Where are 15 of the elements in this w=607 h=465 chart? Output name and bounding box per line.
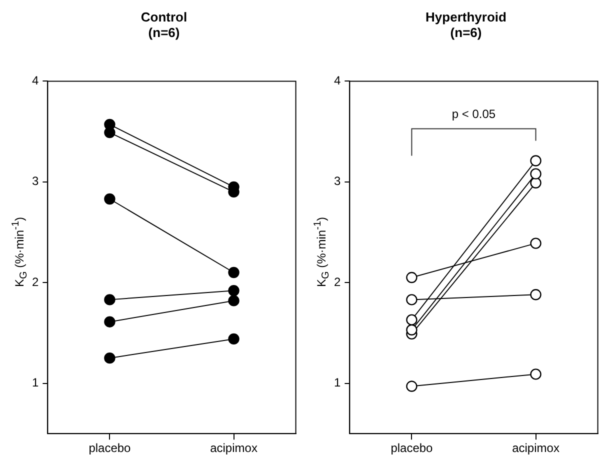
y-tick-label: 2 xyxy=(334,274,341,289)
chart-title: Control (n=6) xyxy=(140,9,188,40)
y-tick-label: 1 xyxy=(32,376,39,390)
annotation: p < 0.05 xyxy=(452,107,496,122)
x-tick-label: placebo xyxy=(88,441,132,456)
x-tick-label: placebo xyxy=(390,441,434,456)
y-tick-label: 1 xyxy=(334,376,341,390)
y-tick-label: 3 xyxy=(334,174,341,188)
x-tick-label: acipimox xyxy=(512,441,560,456)
chart-title: Hyperthyroid (n=6) xyxy=(426,9,507,40)
y-tick-label: 2 xyxy=(32,274,39,289)
x-tick-label: acipimox xyxy=(210,441,258,456)
y-tick-label: 3 xyxy=(32,174,39,188)
y-tick-label: 4 xyxy=(334,74,341,88)
y-tick-label: 4 xyxy=(32,74,39,88)
